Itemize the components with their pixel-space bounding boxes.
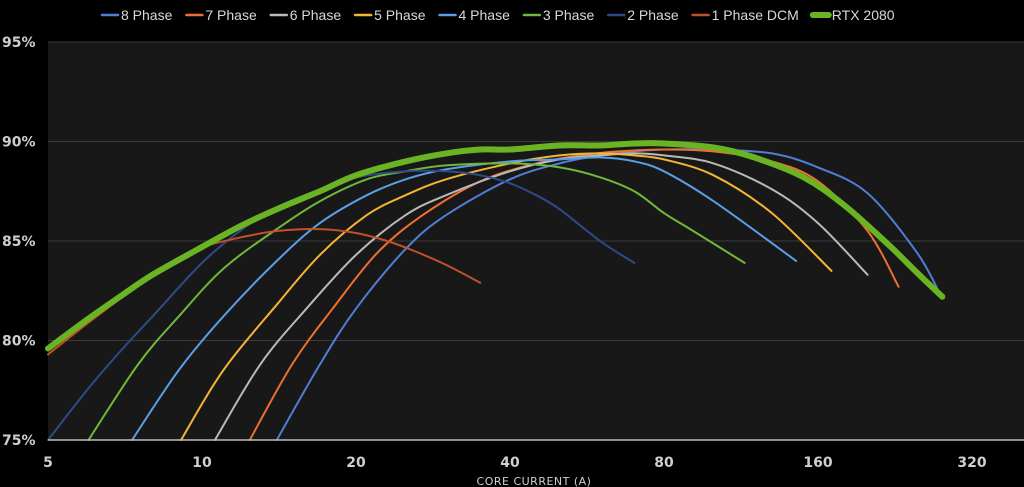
- x-tick-label: 20: [346, 455, 366, 471]
- series-line-4-phase: [131, 156, 798, 441]
- y-tick-label: 80%: [2, 334, 36, 350]
- x-tick-label: 320: [957, 455, 986, 471]
- y-tick-label: 75%: [2, 433, 36, 449]
- legend-label-3-phase: 3 Phase: [543, 7, 595, 23]
- legend-label-1-phase-dcm: 1 Phase DCM: [712, 7, 799, 23]
- y-tick-label: 90%: [2, 135, 36, 151]
- y-tick-labels: 75% 80% 85% 90% 95%: [2, 35, 36, 449]
- legend-label-6-phase: 6 Phase: [290, 7, 342, 23]
- legend-label-8-phase: 8 Phase: [121, 7, 173, 23]
- series-line-rtx-2080: [45, 140, 946, 352]
- x-tick-label: 5: [43, 455, 53, 471]
- x-tick-label: 40: [500, 455, 520, 471]
- x-tick-label: 80: [654, 455, 674, 471]
- x-axis-title: CORE CURRENT (A): [477, 475, 592, 487]
- x-tick-label: 160: [803, 455, 832, 471]
- series-line-3-phase: [87, 162, 746, 441]
- legend-label-rtx-2080: RTX 2080: [832, 7, 895, 23]
- legend-label-5-phase: 5 Phase: [374, 7, 426, 23]
- series-line-7-phase: [248, 148, 900, 441]
- x-tick-label: 10: [192, 455, 212, 471]
- y-tick-label: 85%: [2, 234, 36, 250]
- legend-label-2-phase: 2 Phase: [627, 7, 679, 23]
- legend-label-4-phase: 4 Phase: [459, 7, 511, 23]
- x-tick-labels: 5 10 20 40 80 160 320: [43, 455, 987, 471]
- series-lines: [45, 140, 946, 441]
- legend-label-7-phase: 7 Phase: [205, 7, 257, 23]
- y-tick-label: 95%: [2, 35, 36, 51]
- legend: 8 Phase 7 Phase 6 Phase 5 Phase 4 Phase 3 Pha…: [100, 7, 895, 23]
